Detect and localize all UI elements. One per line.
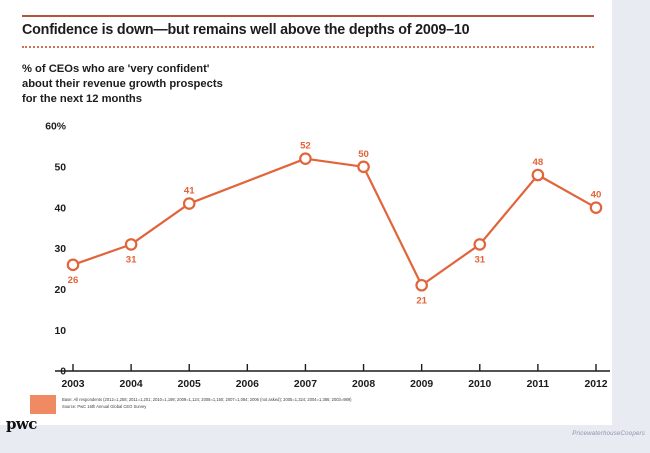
data-point-label: 52 [300, 141, 311, 152]
data-point-label: 31 [474, 254, 485, 265]
data-point-label: 50 [358, 149, 369, 160]
line-chart: 0 10 20 30 40 50 60% 2003 2004 2005 2006 2007 2008 2… [45, 122, 610, 390]
y-tick-label: 60% [45, 122, 66, 133]
chart-subtitle-line-3: for the next 12 months [22, 93, 142, 106]
data-point-label: 21 [416, 295, 427, 306]
top-accent-rule [22, 15, 594, 17]
pwc-logo: pwc [6, 415, 37, 433]
x-axis-tick-labels: 2003 2004 2005 2006 2007 2008 2009 2010 2011 2012 [61, 379, 607, 390]
footnotes: Base: All respondents (2012=1,258; 2011=… [62, 396, 482, 411]
chart-subtitle-line-1: % of CEOs who are 'very confident' [22, 63, 210, 75]
y-tick-label: 20 [54, 285, 66, 296]
page-title: Confidence is down—but remains well abov… [22, 22, 470, 38]
x-tick-label: 2009 [410, 379, 433, 390]
y-axis-tick-labels: 0 10 20 30 40 50 60% [45, 122, 66, 378]
data-point-marker [124, 238, 138, 251]
data-point-label: 40 [591, 190, 602, 201]
source-note: Source: PwC 16th Annual Global CEO Surve… [62, 404, 147, 410]
legend-color-swatch [30, 395, 56, 414]
dotted-divider [22, 46, 594, 48]
data-point-marker [589, 201, 603, 214]
data-point-marker [357, 160, 370, 174]
data-point-marker [531, 168, 545, 182]
data-point-label: 41 [184, 186, 195, 197]
x-tick-label: 2007 [294, 379, 317, 390]
base-note: Base: All respondents (2012=1,258; 2011=… [62, 397, 352, 402]
data-series [71, 157, 598, 287]
data-point-marker [182, 197, 196, 210]
x-tick-label: 2003 [61, 379, 84, 390]
data-markers [66, 152, 603, 292]
data-point-marker [299, 152, 312, 165]
series-line [71, 157, 598, 287]
data-point-marker [473, 238, 487, 251]
watermark: PricewaterhouseCoopers [572, 430, 645, 437]
data-point-marker [66, 258, 80, 272]
slide-panel: Confidence is down—but remains well abov… [0, 0, 612, 433]
data-point-label: 26 [68, 275, 79, 286]
x-tick-label: 2010 [468, 379, 491, 390]
x-tick-label: 2005 [178, 379, 201, 390]
chart-subtitle-line-2: about their revenue growth prospects [22, 78, 223, 91]
x-tick-label: 2008 [352, 379, 375, 390]
y-tick-label: 50 [54, 163, 66, 174]
x-tick-label: 2012 [584, 379, 607, 390]
y-tick-label: 10 [54, 326, 66, 337]
data-point-label: 31 [126, 254, 137, 265]
data-point-label: 48 [533, 157, 544, 168]
y-tick-label: 30 [54, 244, 66, 255]
data-point-labels: 26 31 41 52 50 21 31 48 40 [68, 141, 602, 307]
x-tick-label: 2006 [236, 379, 259, 390]
data-point-marker [415, 278, 428, 292]
x-axis [55, 364, 610, 372]
x-tick-label: 2004 [120, 379, 143, 390]
x-tick-label: 2011 [527, 379, 550, 390]
y-tick-label: 40 [54, 203, 66, 214]
y-tick-label: 0 [60, 367, 66, 378]
chart-subtitle: % of CEOs who are 'very confident' about… [22, 62, 352, 108]
